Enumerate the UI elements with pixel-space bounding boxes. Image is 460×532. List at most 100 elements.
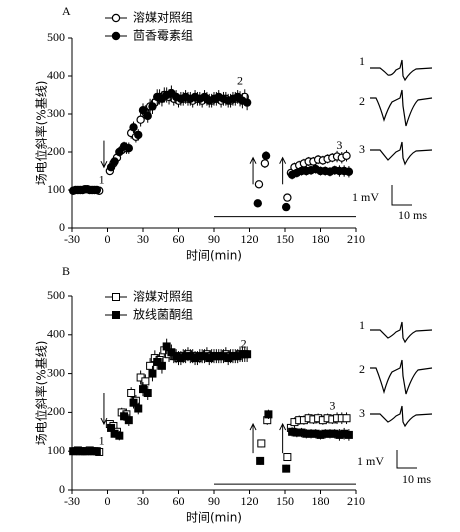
- y-tick-label: 500: [47, 30, 65, 44]
- x-axis-label: 时间(min): [186, 511, 242, 525]
- x-tick-label: 60: [173, 232, 185, 246]
- annotation: 2: [241, 336, 247, 350]
- marker: [92, 447, 101, 456]
- x-tick-label: 60: [173, 494, 185, 508]
- x-tick-label: 150: [276, 494, 294, 508]
- trace-label: 3: [359, 406, 365, 420]
- arrow-head: [279, 156, 287, 164]
- panel-label: B: [62, 264, 70, 278]
- trace: [370, 405, 433, 428]
- y-tick-label: 0: [59, 482, 65, 496]
- marker: [134, 130, 143, 140]
- x-axis-label: 时间(min): [186, 249, 242, 263]
- traces-a: [370, 59, 433, 206]
- trace-label: 2: [359, 94, 365, 108]
- y-tick-label: 100: [47, 182, 65, 196]
- marker: [148, 369, 157, 378]
- marker: [283, 193, 292, 202]
- traces-b: [370, 321, 433, 469]
- marker: [115, 431, 124, 440]
- marker: [134, 404, 143, 413]
- annotation: 3: [336, 138, 342, 152]
- arrow-head: [249, 156, 257, 164]
- arrow-head: [100, 417, 108, 426]
- marker: [157, 361, 166, 370]
- marker: [110, 157, 119, 166]
- legend-marker: [112, 293, 120, 301]
- annotation: 1: [99, 433, 105, 447]
- marker: [129, 123, 138, 132]
- scale-bar-label: 10 ms: [402, 472, 431, 486]
- annotation: 2: [237, 73, 243, 87]
- scale-bar-label: 10 ms: [398, 208, 427, 222]
- trace: [370, 359, 433, 395]
- marker: [124, 416, 133, 425]
- trace: [370, 59, 433, 82]
- marker: [138, 105, 148, 115]
- legend-label: 溶媒对照组: [133, 10, 193, 25]
- marker: [342, 151, 351, 160]
- trace-label: 2: [359, 362, 365, 376]
- y-tick-label: 100: [47, 443, 65, 457]
- marker: [124, 143, 134, 153]
- trace-label: 3: [359, 142, 365, 156]
- marker: [253, 199, 262, 208]
- trace-label: 1: [359, 54, 365, 68]
- marker: [283, 453, 292, 462]
- x-tick-label: 180: [312, 494, 330, 508]
- x-tick-label: 30: [137, 232, 149, 246]
- legend-label: 茴香霉素组: [133, 29, 193, 43]
- y-axis-label: 场电位斜率(%基线): [34, 341, 49, 446]
- x-tick-label: 180: [312, 232, 330, 246]
- legend-marker: [112, 311, 120, 319]
- marker: [143, 389, 152, 397]
- x-tick-label: 120: [241, 232, 259, 246]
- marker: [261, 151, 271, 160]
- marker: [344, 167, 354, 176]
- marker: [254, 180, 264, 189]
- x-tick-label: 90: [208, 232, 220, 246]
- marker: [344, 430, 353, 439]
- arrow-head: [279, 422, 287, 431]
- scale-bar: [396, 450, 417, 469]
- marker: [127, 389, 136, 397]
- x-tick-label: 0: [105, 494, 111, 508]
- annotation: 1: [99, 172, 105, 186]
- scale-bar-label: 1 mV: [357, 454, 384, 468]
- trace: [370, 89, 433, 127]
- marker: [342, 414, 351, 423]
- y-tick-label: 500: [47, 288, 65, 302]
- scale-bar-label: 1 mV: [352, 190, 379, 204]
- trace-label: 1: [359, 318, 365, 332]
- marker: [92, 185, 102, 195]
- x-tick-label: 0: [105, 232, 111, 246]
- marker: [143, 111, 152, 121]
- marker: [162, 342, 171, 351]
- legend-marker: [111, 13, 121, 23]
- marker: [136, 115, 145, 124]
- marker: [243, 350, 252, 359]
- y-tick-label: 0: [59, 220, 65, 234]
- y-tick-label: 400: [47, 327, 65, 341]
- marker: [256, 456, 265, 465]
- y-tick-label: 400: [47, 68, 65, 82]
- trace: [370, 141, 433, 166]
- panel-label: A: [62, 4, 71, 18]
- marker: [264, 410, 273, 419]
- annotation: 3: [329, 398, 335, 412]
- legend-marker: [111, 31, 121, 41]
- x-tick-label: 210: [347, 232, 365, 246]
- x-tick-label: 30: [137, 494, 149, 508]
- legend-label: 放线菌酮组: [133, 307, 193, 322]
- marker: [141, 377, 150, 386]
- x-tick-label: -30: [64, 494, 80, 508]
- trace: [370, 321, 433, 344]
- marker: [129, 398, 138, 407]
- marker: [281, 202, 291, 212]
- y-tick-label: 200: [47, 144, 65, 158]
- y-tick-label: 200: [47, 404, 65, 418]
- x-tick-label: 150: [276, 232, 294, 246]
- y-tick-label: 300: [47, 106, 65, 120]
- marker: [148, 102, 157, 111]
